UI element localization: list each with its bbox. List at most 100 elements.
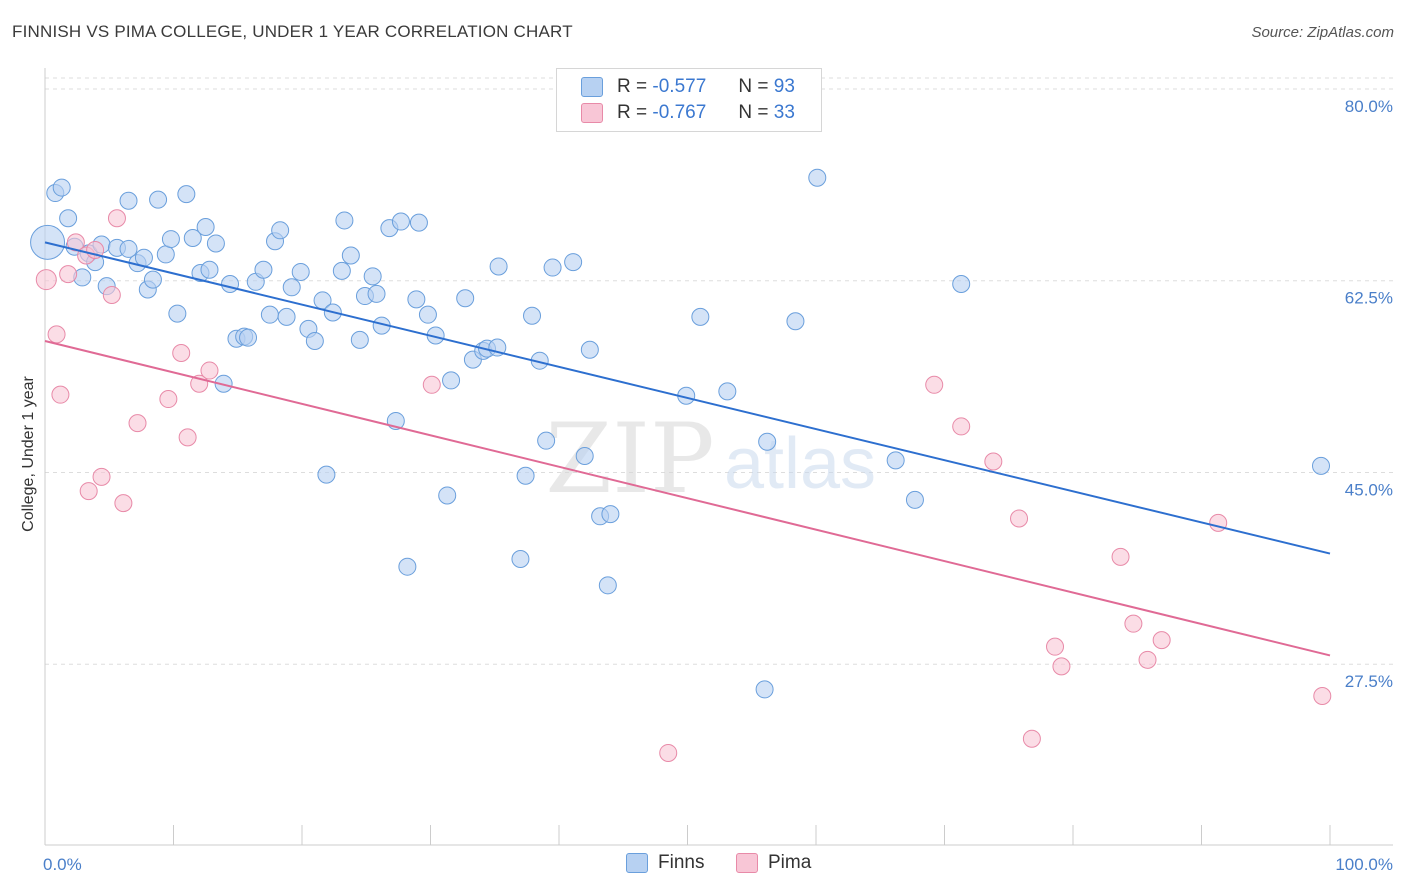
y-tick-label: 45.0% [1345, 480, 1393, 499]
finns-point [409, 213, 428, 232]
finns-point [196, 218, 215, 237]
finns-point [168, 304, 187, 323]
correlation-legend: R = -0.577 N = 93 R = -0.767 N = 33 [556, 68, 822, 132]
pima-point [1138, 650, 1157, 669]
finns-point [317, 465, 336, 484]
pima-point [1111, 547, 1130, 566]
finns-point [119, 239, 138, 258]
finns-point [755, 680, 774, 699]
legend-row-finns: R = -0.577 N = 93 [581, 74, 795, 100]
pima-points [35, 209, 1332, 762]
finns-point [332, 261, 351, 280]
pima-point [925, 375, 944, 394]
finns-trend-line [44, 241, 1331, 555]
pima-point [92, 467, 111, 486]
legend-r-label: R = [617, 76, 648, 97]
finns-point [516, 466, 535, 485]
finns-point [341, 246, 360, 265]
finns-point [456, 289, 475, 308]
pima-point [35, 269, 57, 291]
pima-trend-line [44, 340, 1331, 657]
finns-point [952, 274, 971, 293]
finns-point [598, 576, 617, 595]
bottom-legend-finns: Finns [626, 852, 704, 874]
finns-point [149, 190, 168, 209]
finns-point [808, 168, 827, 187]
pima-swatch [581, 103, 603, 123]
legend-row-pima: R = -0.767 N = 33 [581, 100, 795, 126]
x-tick-label: 0.0% [43, 855, 82, 874]
pima-point [59, 265, 78, 284]
pima-point [1046, 637, 1065, 656]
legend-n-value-pima: 33 [773, 102, 795, 123]
finns-swatch [581, 77, 603, 97]
trend-lines [44, 241, 1331, 657]
finns-point [156, 245, 175, 264]
pima-point [102, 285, 121, 304]
finns-point [183, 228, 202, 247]
finns-point [161, 230, 180, 249]
finns-point [143, 270, 162, 289]
pima-point [107, 209, 126, 228]
pima-point [1124, 614, 1143, 633]
finns-point [239, 328, 258, 347]
pima-point [1010, 509, 1029, 528]
finns-point [177, 185, 196, 204]
tick-labels: 27.5% 45.0% 62.5% 80.0% 0.0% 100.0% [43, 97, 1393, 874]
pima-point [1022, 729, 1041, 748]
chart-title: FINNISH VS PIMA COLLEGE, UNDER 1 YEAR CO… [12, 22, 573, 41]
finns-legend-swatch [626, 853, 648, 873]
legend-r-value-pima: -0.767 [652, 102, 707, 123]
finns-point [260, 305, 279, 324]
grid-lines [45, 77, 1393, 665]
pima-point [1313, 686, 1332, 705]
bottom-legend-pima: Pima [736, 852, 811, 874]
pima-point [172, 344, 191, 363]
pima-point [200, 361, 219, 380]
y-tick-label: 80.0% [1345, 97, 1393, 116]
finns-point [905, 490, 924, 509]
finns-legend-label: Finns [658, 852, 705, 873]
finns-point [718, 382, 737, 401]
legend-n-value-finns: 93 [773, 76, 795, 97]
finns-point [537, 431, 556, 450]
source-label: Source: ZipAtlas.com [1251, 24, 1394, 41]
pima-point [422, 375, 441, 394]
watermark: ZIP atlas [545, 403, 876, 515]
finns-point [418, 305, 437, 324]
finns-point [543, 258, 562, 277]
finns-point [134, 248, 153, 267]
finns-point [1312, 456, 1331, 475]
pima-point [952, 417, 971, 436]
finns-point [119, 191, 138, 210]
legend-n-label: N = [738, 102, 769, 123]
pima-point [159, 390, 178, 409]
pima-point [79, 482, 98, 501]
finns-point [271, 221, 290, 240]
pima-legend-label: Pima [768, 852, 812, 873]
finns-point [691, 307, 710, 326]
pima-point [66, 233, 85, 252]
finns-point [580, 340, 599, 359]
finns-point [363, 267, 382, 286]
y-tick-label: 62.5% [1345, 289, 1393, 308]
x-tick-label: 100.0% [1335, 855, 1393, 874]
pima-point [1152, 631, 1171, 650]
finns-point [200, 260, 219, 279]
finns-point [564, 253, 583, 272]
y-tick-label: 27.5% [1345, 672, 1393, 691]
pima-point [178, 428, 197, 447]
finns-point [350, 330, 369, 349]
legend-n-label: N = [738, 76, 769, 97]
finns-point [291, 262, 310, 281]
finns-point [523, 306, 542, 325]
watermark-atlas: atlas [724, 424, 876, 504]
pima-point [1052, 657, 1071, 676]
legend-r-value-finns: -0.577 [652, 76, 707, 97]
finns-point [221, 274, 240, 293]
finns-point [305, 331, 324, 350]
legend-r-label: R = [617, 102, 648, 123]
finns-point [52, 178, 71, 197]
finns-point [407, 290, 426, 309]
